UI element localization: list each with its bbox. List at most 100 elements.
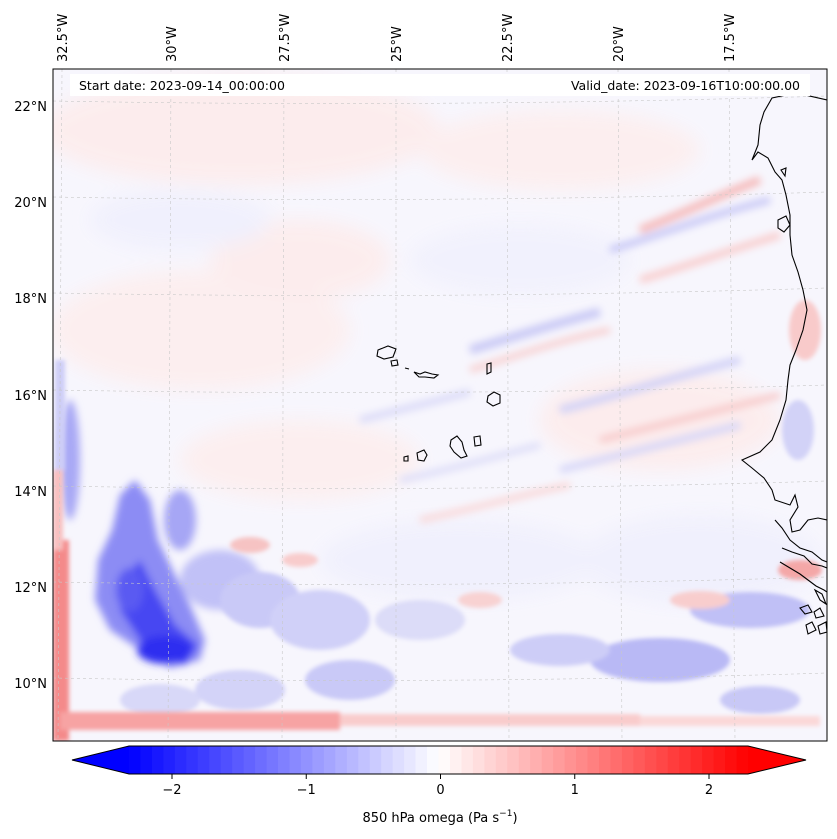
colorbar-cell — [702, 746, 715, 774]
colorbar-cell — [564, 746, 577, 774]
lat-label: 12°N — [14, 581, 47, 596]
colorbar-cell — [725, 746, 738, 774]
island-santiago — [449, 435, 468, 459]
island-brava — [403, 455, 409, 462]
island-santa-luzia — [404, 367, 410, 370]
colorbar-cell — [404, 746, 417, 774]
colorbar-cell — [507, 746, 520, 774]
colorbar-ticks: −2 −1 0 1 2 — [162, 774, 713, 798]
island-fogo — [416, 449, 428, 462]
lon-label: 25°W — [390, 26, 405, 62]
colorbar-cell — [232, 746, 245, 774]
colorbar-cell — [553, 746, 566, 774]
colorbar-cell — [392, 746, 405, 774]
colorbar-cell — [186, 746, 199, 774]
colorbar-cell — [369, 746, 382, 774]
lat-label: 14°N — [14, 485, 47, 500]
valid-date-label: Valid_date: 2023-09-16T10:00:00.00 — [571, 78, 800, 93]
colorbar-cell — [633, 746, 646, 774]
colorbar-cell — [438, 746, 451, 774]
colorbar-cell — [151, 746, 164, 774]
colorbar-cell — [598, 746, 612, 774]
colorbar-cell — [163, 746, 176, 774]
longitude-labels: 32.5°W 30°W 27.5°W 25°W 22.5°W 20°W 17.5°W — [56, 14, 738, 62]
lon-label: 32.5°W — [56, 14, 71, 62]
lon-label: 30°W — [165, 26, 180, 62]
colorbar-cell — [323, 746, 336, 774]
graticule — [53, 69, 827, 741]
colorbar-cell — [576, 746, 589, 774]
colorbar-cell — [381, 746, 394, 774]
lon-label: 20°W — [612, 26, 627, 62]
colorbar-extend-max — [748, 746, 806, 774]
colorbar-tick-label: −1 — [297, 783, 316, 798]
lon-label: 27.5°W — [278, 14, 293, 62]
lat-label: 16°N — [14, 389, 47, 404]
colorbar-cell — [518, 746, 531, 774]
colorbar-cell — [289, 746, 302, 774]
colorbar-cell — [621, 746, 634, 774]
colorbar-tick-label: 2 — [705, 783, 713, 798]
colorbar-cell — [140, 746, 153, 774]
colorbar-cell — [255, 746, 268, 774]
header-backdrop — [70, 74, 810, 96]
island-maio — [473, 435, 482, 447]
map-frame — [52, 68, 828, 742]
colorbar-cell — [736, 746, 749, 774]
colorbar-tick-label: 1 — [571, 783, 579, 798]
colorbar-cell — [449, 746, 463, 774]
colorbar-cell — [484, 746, 497, 774]
omega-field — [53, 75, 822, 741]
colorbar-cell — [266, 746, 279, 774]
latitude-labels: 22°N 20°N 18°N 16°N 14°N 12°N 10°N — [14, 100, 47, 692]
start-date-label: Start date: 2023-09-14_00:00:00 — [79, 78, 285, 93]
colorbar-cell — [472, 746, 485, 774]
colorbar-cell — [656, 746, 669, 774]
colorbar-cell — [346, 746, 359, 774]
colorbar-cell — [300, 746, 314, 774]
colorbar-cell — [358, 746, 371, 774]
colorbar: −2 −1 0 1 2 850 hPa omega (Pa s−1) — [71, 745, 807, 826]
island-santo-antao — [376, 345, 397, 360]
colorbar-cell — [129, 746, 142, 774]
lon-label: 17.5°W — [723, 14, 738, 62]
lat-label: 18°N — [14, 292, 47, 307]
colorbar-cells — [129, 746, 749, 774]
colorbar-cell — [335, 746, 348, 774]
colorbar-cell — [243, 746, 256, 774]
colorbar-cell — [713, 746, 726, 774]
colorbar-cell — [530, 746, 543, 774]
island-sal — [486, 362, 492, 375]
lon-label: 22.5°W — [501, 14, 516, 62]
colorbar-cell — [495, 746, 508, 774]
colorbar-cell — [690, 746, 703, 774]
colorbar-cell — [312, 746, 325, 774]
colorbar-tick-label: 0 — [436, 783, 444, 798]
colorbar-cell — [278, 746, 291, 774]
colorbar-cell — [197, 746, 210, 774]
colorbar-cell — [541, 746, 554, 774]
colorbar-cell — [644, 746, 657, 774]
colorbar-cell — [610, 746, 623, 774]
africa-coastline — [740, 92, 827, 533]
colorbar-label: 850 hPa omega (Pa s−1) — [362, 809, 517, 826]
colorbar-cell — [679, 746, 692, 774]
coastlines — [376, 92, 827, 635]
colorbar-cell — [667, 746, 680, 774]
colorbar-extend-min — [72, 746, 129, 774]
island-sao-nicolau — [413, 371, 440, 379]
lat-label: 10°N — [14, 677, 47, 692]
lat-label: 22°N — [14, 100, 47, 115]
colorbar-outline — [71, 745, 807, 775]
lat-label: 20°N — [14, 196, 47, 211]
colorbar-cell — [415, 746, 428, 774]
island-boa-vista — [486, 391, 501, 407]
colorbar-cell — [461, 746, 474, 774]
colorbar-tick-label: −2 — [162, 783, 181, 798]
colorbar-cell — [209, 746, 222, 774]
island-sao-vicente — [390, 359, 399, 367]
colorbar-cell — [220, 746, 233, 774]
map-panel: Start date: 2023-09-14_00:00:00 Valid_da… — [52, 68, 828, 742]
colorbar-cell — [427, 746, 440, 774]
